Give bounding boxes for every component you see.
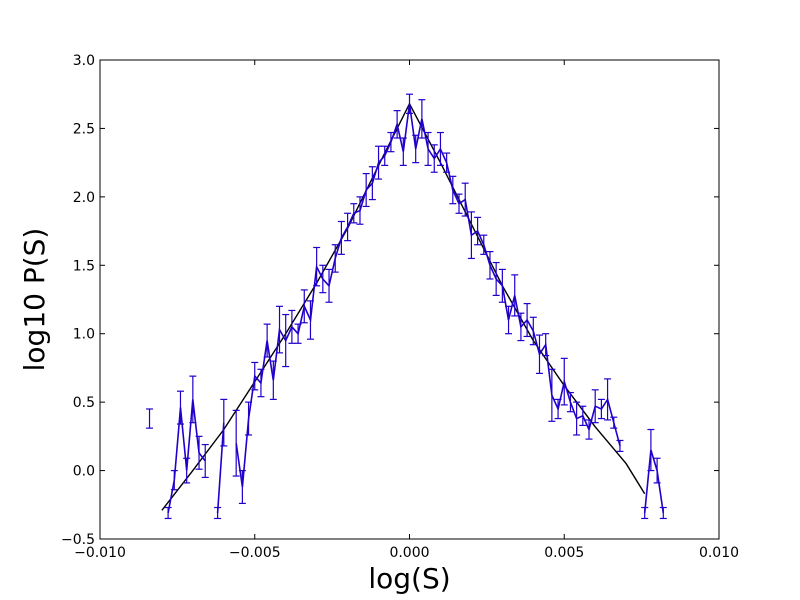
errorbar-point	[257, 368, 265, 398]
errorbar-point	[449, 175, 457, 205]
errorbar-point	[461, 182, 469, 217]
errorbar-point	[566, 391, 574, 413]
errorbar-point	[146, 408, 154, 429]
errorbar-point	[245, 401, 253, 436]
errorbar-point	[269, 360, 277, 401]
errorbar-point	[548, 368, 556, 422]
errorbar-point	[579, 405, 587, 427]
errorbar-point	[585, 419, 593, 440]
errorbar-point	[436, 131, 444, 166]
errorbar-point	[232, 409, 240, 477]
errorbar-point	[455, 193, 463, 214]
errorbar-point	[201, 443, 209, 479]
errorbar-point	[313, 246, 321, 287]
errorbar-point	[529, 316, 537, 346]
errorbar-point	[412, 134, 420, 164]
errorbar-point	[325, 268, 333, 303]
y-tick-label: 0.5	[73, 395, 95, 411]
errorbar-point	[641, 506, 649, 520]
y-tick-label: 1.5	[73, 258, 95, 274]
y-tick-label: 2.5	[73, 121, 95, 137]
errorbar-point	[195, 435, 203, 470]
errorbar-point	[251, 361, 259, 391]
errorbar-point	[306, 300, 314, 340]
errorbar-point	[604, 378, 612, 421]
y-axis-title: log10 P(S)	[18, 228, 51, 372]
errorbar-point	[183, 457, 191, 484]
errorbar-point	[406, 93, 413, 114]
errorbar-point	[535, 334, 543, 375]
x-tick-label: 0.005	[544, 545, 584, 561]
errorbar-point	[492, 261, 500, 296]
x-tick-label: −0.005	[229, 545, 281, 561]
errorbar-point	[653, 457, 661, 484]
errorbar-point	[517, 312, 525, 342]
errorbar-point	[176, 390, 184, 425]
errorbar-point	[276, 305, 284, 354]
errorbar-point	[381, 145, 389, 166]
errorbar-point	[486, 251, 494, 280]
x-tick-label: −0.010	[74, 545, 126, 561]
data-line-segment	[643, 449, 665, 514]
errorbar-point	[505, 305, 513, 335]
errorbar-point	[430, 144, 438, 173]
axis-ticks: −0.010 −0.005 0.000 0.005 0.010 −0.5 0.0 0.5 1.0…	[61, 53, 739, 561]
y-tick-label: −0.5	[61, 532, 95, 548]
errorbar-point	[263, 323, 271, 358]
errorbar-point	[616, 439, 624, 453]
errorbar-point	[399, 137, 407, 166]
errorbar-point	[238, 469, 246, 505]
x-axis-title: log(S)	[368, 562, 450, 595]
errorbar-point	[164, 506, 172, 520]
errorbar-point	[300, 289, 308, 324]
errorbar-point	[474, 216, 482, 246]
errorbar-point	[554, 398, 562, 420]
data-line-segment	[216, 422, 225, 514]
errorbar-point	[659, 506, 667, 520]
errorbar-point	[368, 166, 376, 201]
errorbar-point	[418, 99, 426, 139]
errorbar-point	[498, 268, 506, 303]
errorbar-point	[189, 375, 197, 424]
errorbar-point	[356, 196, 364, 225]
errorbar-point	[467, 211, 475, 260]
errorbar-point	[220, 398, 228, 447]
errorbar-point	[282, 313, 290, 368]
errorbar-point	[597, 398, 605, 420]
errorbar-point	[170, 469, 178, 491]
errorbar-point	[319, 264, 327, 294]
errorbar-point	[331, 244, 339, 273]
errorbar-point	[393, 110, 401, 139]
errorbar-point	[362, 172, 370, 208]
x-tick-label: 0.000	[389, 545, 429, 561]
y-tick-label: 0.0	[73, 464, 95, 480]
errorbar-point	[511, 274, 519, 317]
errorbar-point	[424, 131, 432, 166]
errorbar-point	[480, 234, 488, 255]
errorbar-point	[647, 428, 655, 472]
errorbar-point	[560, 357, 568, 406]
y-tick-label: 3.0	[73, 53, 95, 69]
errorbar-point	[591, 389, 599, 424]
y-tick-label: 2.0	[73, 190, 95, 206]
errorbar-point	[542, 333, 550, 357]
x-tick-label: 0.010	[699, 545, 739, 561]
errorbar-point	[443, 152, 451, 173]
y-tick-label: 1.0	[73, 327, 95, 343]
errorbar-point	[337, 220, 345, 255]
errorbar-point	[523, 303, 531, 338]
errorbar-point	[350, 203, 358, 224]
plot-data-layer	[146, 93, 667, 520]
errorbar-point	[344, 212, 352, 242]
errorbar-point	[288, 309, 296, 344]
errorbar-point	[294, 323, 302, 344]
errorbar-point	[573, 401, 581, 436]
errorbar-point	[214, 506, 222, 520]
errorbar-point	[375, 145, 383, 180]
errorbar-point	[610, 416, 618, 429]
errorbar-point	[387, 131, 395, 153]
